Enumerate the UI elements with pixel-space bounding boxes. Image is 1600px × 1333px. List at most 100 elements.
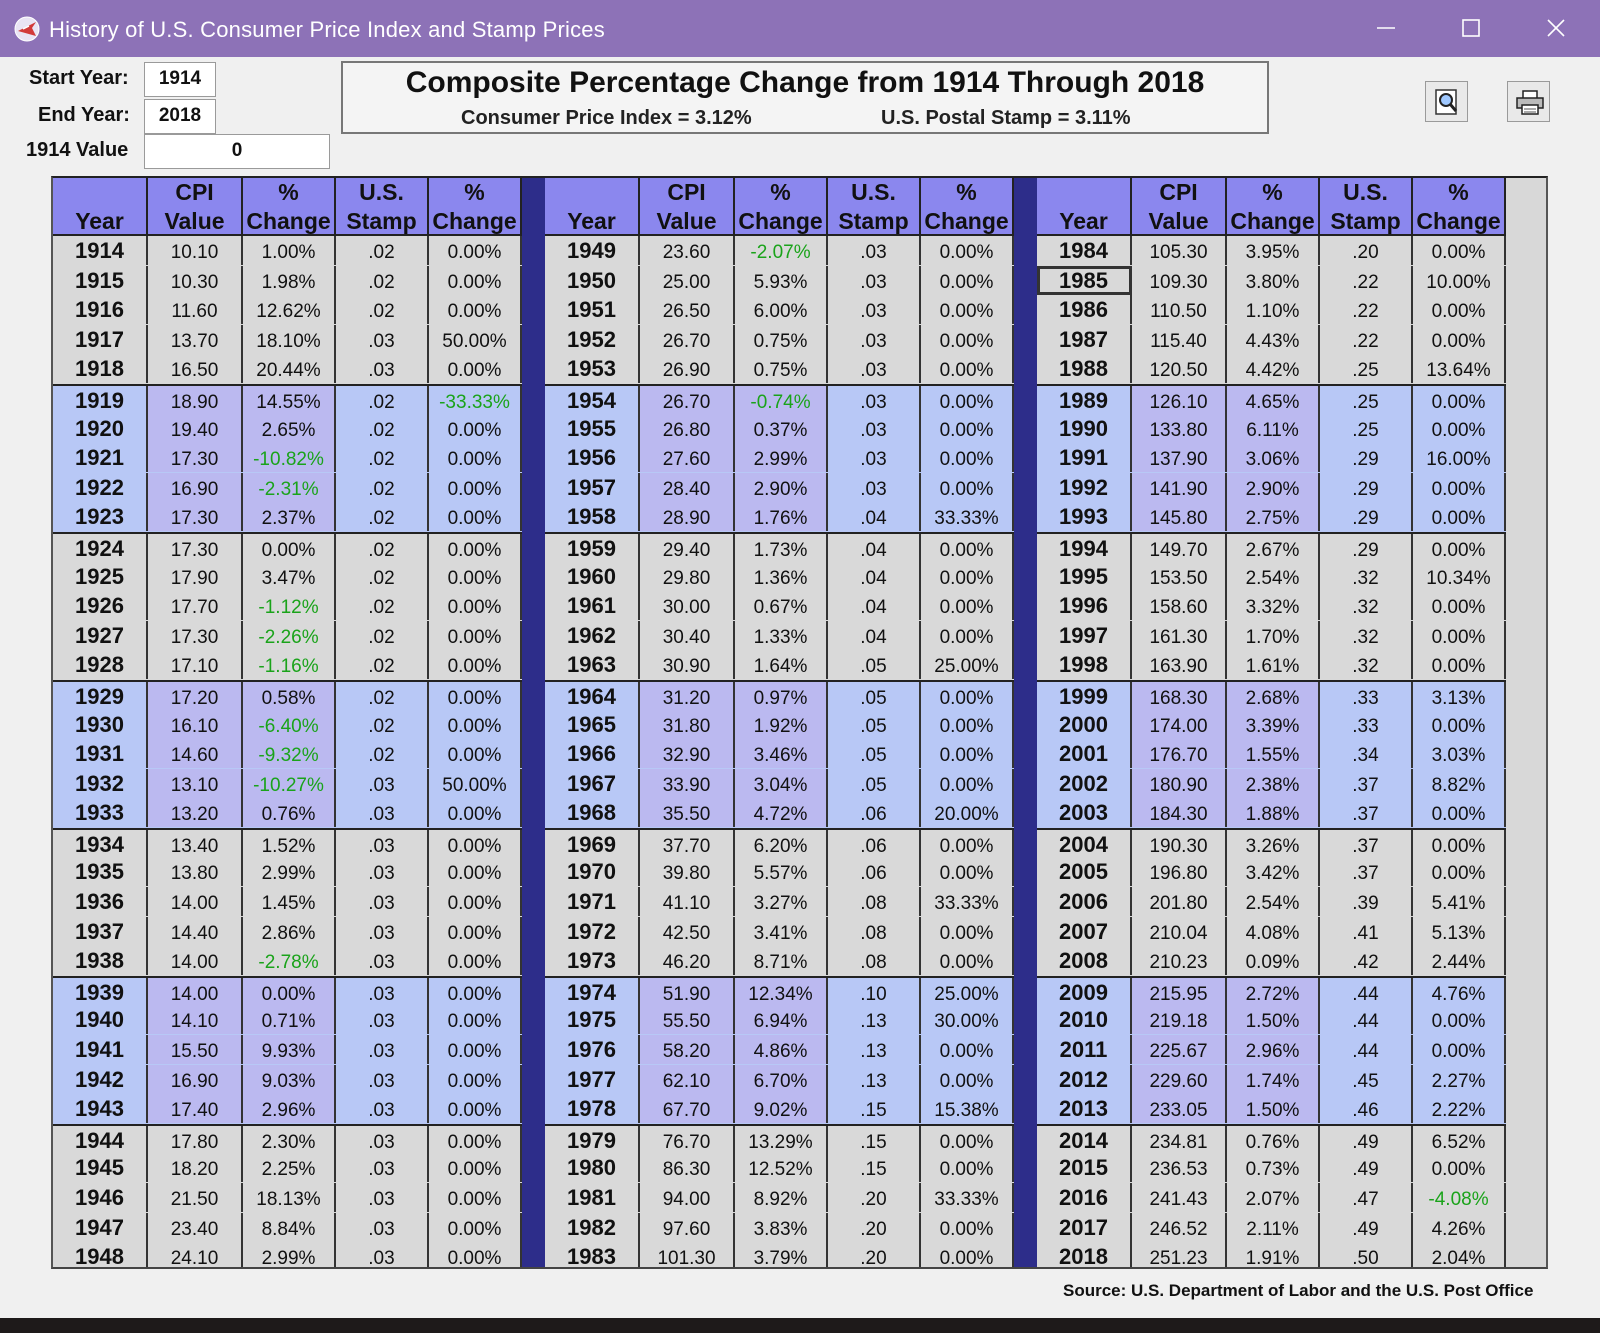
cell-stamp-pct-change[interactable]: 5.41%	[1413, 887, 1506, 917]
cell-stamp-price[interactable]: .34	[1320, 739, 1413, 769]
cell-stamp-price[interactable]: .44	[1320, 1035, 1413, 1065]
cell-year[interactable]: 1919	[53, 385, 148, 415]
table-row[interactable]: 1970 39.80 5.57% .06 0.00%	[545, 857, 1014, 888]
cell-cpi-pct-change[interactable]: 2.90%	[1227, 472, 1320, 502]
table-row[interactable]: 2002 180.90 2.38% .37 8.82%	[1037, 768, 1506, 799]
table-row[interactable]: 2017 246.52 2.11% .49 4.26%	[1037, 1212, 1506, 1243]
cell-stamp-pct-change[interactable]: 0.00%	[429, 1064, 522, 1094]
table-row[interactable]: 2018 251.23 1.91% .50 2.04%	[1037, 1242, 1506, 1267]
cell-year[interactable]: 1967	[545, 768, 640, 798]
cell-stamp-price[interactable]: .02	[336, 265, 429, 295]
cell-stamp-price[interactable]: .46	[1320, 1094, 1413, 1124]
cell-stamp-pct-change[interactable]: 0.00%	[429, 946, 522, 976]
cell-year[interactable]: 1934	[53, 829, 148, 859]
table-row[interactable]: 1938 14.00 -2.78% .03 0.00%	[53, 946, 522, 976]
cell-stamp-pct-change[interactable]: -33.33%	[429, 385, 522, 415]
cell-cpi-value[interactable]: 145.80	[1132, 502, 1227, 532]
cell-year[interactable]: 2003	[1037, 798, 1132, 828]
cell-year[interactable]: 1997	[1037, 620, 1132, 650]
cell-stamp-price[interactable]: .03	[336, 1125, 429, 1155]
cell-stamp-pct-change[interactable]: 33.33%	[921, 887, 1014, 917]
cell-year[interactable]: 1968	[545, 798, 640, 828]
cell-stamp-price[interactable]: .02	[336, 236, 429, 265]
cell-stamp-pct-change[interactable]: 0.00%	[429, 354, 522, 384]
cell-year[interactable]: 1932	[53, 768, 148, 798]
cell-cpi-value[interactable]: 67.70	[640, 1094, 735, 1124]
cell-stamp-price[interactable]: .03	[336, 1212, 429, 1242]
cell-stamp-price[interactable]: .47	[1320, 1183, 1413, 1212]
cell-year[interactable]: 1996	[1037, 591, 1132, 621]
table-row[interactable]: 1973 46.20 8.71% .08 0.00%	[545, 946, 1014, 976]
cell-stamp-price[interactable]: .02	[336, 502, 429, 532]
cell-stamp-price[interactable]: .49	[1320, 1212, 1413, 1242]
table-row[interactable]: 1995 153.50 2.54% .32 10.34%	[1037, 561, 1506, 592]
cell-cpi-value[interactable]: 51.90	[640, 977, 735, 1007]
cell-stamp-pct-change[interactable]: 0.00%	[429, 1183, 522, 1212]
table-row[interactable]: 1952 26.70 0.75% .03 0.00%	[545, 324, 1014, 355]
cell-stamp-price[interactable]: .25	[1320, 354, 1413, 384]
cell-cpi-pct-change[interactable]: 0.09%	[1227, 946, 1320, 976]
cell-cpi-value[interactable]: 26.70	[640, 324, 735, 354]
cell-cpi-pct-change[interactable]: 6.70%	[735, 1064, 828, 1094]
cell-cpi-pct-change[interactable]: 1.00%	[243, 236, 336, 265]
cell-stamp-pct-change[interactable]: 0.00%	[429, 561, 522, 591]
close-button[interactable]	[1527, 0, 1585, 57]
table-row[interactable]: 1989 126.10 4.65% .25 0.00%	[1037, 383, 1506, 415]
cell-cpi-value[interactable]: 233.05	[1132, 1094, 1227, 1124]
table-row[interactable]: 1921 17.30 -10.82% .02 0.00%	[53, 443, 522, 473]
cell-cpi-value[interactable]: 137.90	[1132, 443, 1227, 473]
cell-cpi-value[interactable]: 17.30	[148, 620, 243, 650]
cell-cpi-pct-change[interactable]: 2.11%	[1227, 1212, 1320, 1242]
cell-stamp-pct-change[interactable]: 0.00%	[921, 354, 1014, 384]
cell-cpi-value[interactable]: 14.00	[148, 977, 243, 1007]
table-row[interactable]: 2004 190.30 3.26% .37 0.00%	[1037, 827, 1506, 859]
cell-stamp-pct-change[interactable]: 0.00%	[1413, 620, 1506, 650]
cell-stamp-price[interactable]: .33	[1320, 709, 1413, 739]
cell-stamp-pct-change[interactable]: 2.27%	[1413, 1064, 1506, 1094]
cell-stamp-price[interactable]: .32	[1320, 650, 1413, 680]
cell-cpi-value[interactable]: 30.00	[640, 591, 735, 621]
cell-year[interactable]: 1971	[545, 887, 640, 917]
cell-stamp-pct-change[interactable]: 0.00%	[429, 472, 522, 502]
cell-cpi-pct-change[interactable]: 2.54%	[1227, 887, 1320, 917]
cell-stamp-price[interactable]: .03	[828, 324, 921, 354]
header-cpi-pct-change[interactable]: % Change	[735, 178, 828, 236]
cell-cpi-value[interactable]: 210.23	[1132, 946, 1227, 976]
table-row[interactable]: 1982 97.60 3.83% .20 0.00%	[545, 1212, 1014, 1243]
cell-cpi-value[interactable]: 161.30	[1132, 620, 1227, 650]
cell-year[interactable]: 1931	[53, 739, 148, 769]
table-row[interactable]: 1958 28.90 1.76% .04 33.33%	[545, 502, 1014, 532]
table-row[interactable]: 1993 145.80 2.75% .29 0.00%	[1037, 502, 1506, 532]
cell-stamp-price[interactable]: .22	[1320, 295, 1413, 325]
cell-stamp-price[interactable]: .29	[1320, 502, 1413, 532]
cell-stamp-price[interactable]: .02	[336, 413, 429, 443]
cell-stamp-price[interactable]: .10	[828, 977, 921, 1007]
cell-year[interactable]: 1916	[53, 295, 148, 325]
header-cpi-pct-change[interactable]: % Change	[1227, 178, 1320, 236]
cell-cpi-value[interactable]: 62.10	[640, 1064, 735, 1094]
cell-stamp-price[interactable]: .02	[336, 533, 429, 563]
cell-year[interactable]: 1977	[545, 1064, 640, 1094]
cell-stamp-price[interactable]: .03	[336, 1005, 429, 1035]
table-row[interactable]: 1990 133.80 6.11% .25 0.00%	[1037, 413, 1506, 444]
cell-cpi-value[interactable]: 13.80	[148, 857, 243, 887]
cell-cpi-value[interactable]: 184.30	[1132, 798, 1227, 828]
cell-cpi-pct-change[interactable]: 2.90%	[735, 472, 828, 502]
cell-cpi-value[interactable]: 18.20	[148, 1153, 243, 1183]
cell-cpi-pct-change[interactable]: 2.67%	[1227, 533, 1320, 563]
table-row[interactable]: 1983 101.30 3.79% .20 0.00%	[545, 1242, 1014, 1267]
end-year-input[interactable]: 2018	[144, 99, 216, 134]
header-year[interactable]: Year	[545, 178, 640, 236]
cell-stamp-pct-change[interactable]: 0.00%	[1413, 472, 1506, 502]
cell-stamp-price[interactable]: .50	[1320, 1242, 1413, 1267]
table-row[interactable]: 1914 10.10 1.00% .02 0.00%	[53, 236, 522, 266]
table-row[interactable]: 1929 17.20 0.58% .02 0.00%	[53, 679, 522, 711]
cell-cpi-value[interactable]: 101.30	[640, 1242, 735, 1267]
table-row[interactable]: 1991 137.90 3.06% .29 16.00%	[1037, 443, 1506, 473]
cell-stamp-pct-change[interactable]: 0.00%	[1413, 295, 1506, 325]
header-stamp-price[interactable]: U.S. Stamp	[828, 178, 921, 236]
cell-stamp-pct-change[interactable]: 0.00%	[921, 1125, 1014, 1155]
cell-stamp-price[interactable]: .15	[828, 1094, 921, 1124]
cell-stamp-pct-change[interactable]: 4.76%	[1413, 977, 1506, 1007]
cell-stamp-price[interactable]: .44	[1320, 977, 1413, 1007]
